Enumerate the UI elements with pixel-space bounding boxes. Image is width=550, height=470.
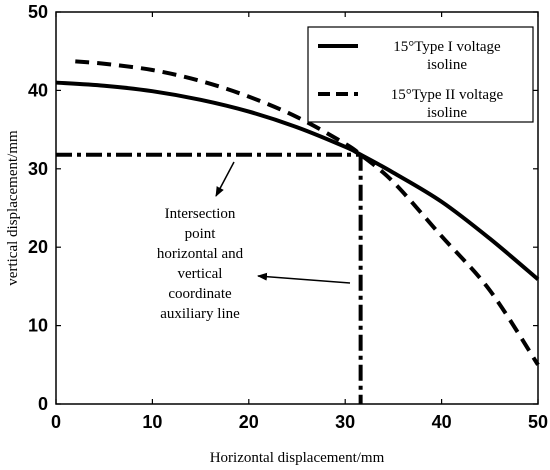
- x-tick-label: 40: [432, 412, 452, 432]
- arrow-to-vertical-line: [257, 272, 351, 284]
- legend-label-2: 15°Type II voltage isoline: [391, 87, 504, 121]
- plot-frame: [55, 11, 539, 405]
- legend-label-1: 15°Type I voltage isoline: [393, 39, 501, 73]
- annotation-line: vertical: [178, 266, 223, 282]
- y-tick-label: 30: [28, 159, 48, 179]
- series-line-1: [55, 80, 540, 281]
- annotation-line: coordinate: [168, 286, 232, 302]
- legend-label-line: 15°Type II voltage: [391, 87, 504, 103]
- y-tick-label: 50: [28, 2, 48, 22]
- annotation-line: horizontal and: [157, 246, 244, 262]
- legend-label-line: isoline: [427, 105, 467, 121]
- x-tick-label: 30: [335, 412, 355, 432]
- x-tick-label: 0: [51, 412, 61, 432]
- legend-box: [307, 26, 534, 123]
- y-tick-label: 10: [28, 316, 48, 336]
- x-axis-label: Horizontal displacement/mm: [210, 450, 385, 466]
- y-axis-label: vertical displacement/mm: [5, 130, 21, 286]
- y-tick-label: 20: [28, 237, 48, 257]
- annotation-text: Intersection point horizontal and vertical c…: [157, 206, 244, 322]
- annotation-line: auxiliary line: [160, 306, 240, 322]
- x-tick-label: 50: [528, 412, 548, 432]
- annotation-line: point: [185, 226, 217, 242]
- legend-label-line: isoline: [427, 57, 467, 73]
- x-tick-label: 10: [142, 412, 162, 432]
- annotation-line: Intersection: [165, 206, 236, 222]
- arrow-to-horizontal-line: [215, 161, 235, 197]
- x-tick-label: 20: [239, 412, 259, 432]
- series-line-2: [75, 59, 540, 366]
- y-tick-label: 40: [28, 80, 48, 100]
- legend-label-line: 15°Type I voltage: [393, 39, 501, 55]
- y-tick-label: 0: [38, 394, 48, 414]
